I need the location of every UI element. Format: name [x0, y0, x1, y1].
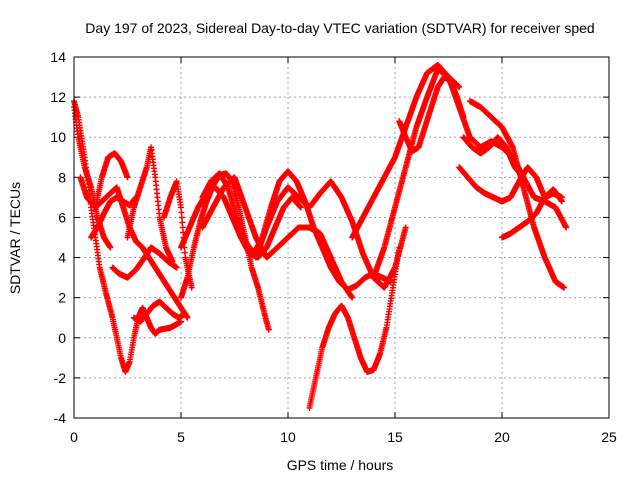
data-point-marker [181, 249, 188, 256]
data-point-marker [182, 310, 189, 317]
data-point-marker [178, 209, 185, 216]
y-tick-label: 12 [50, 89, 66, 105]
y-tick-label: 2 [58, 290, 66, 306]
data-point-marker [402, 224, 409, 231]
y-tick-label: 4 [58, 250, 66, 266]
satellite-track-13 [199, 174, 356, 301]
data-point-marker [563, 224, 570, 231]
satellite-track-22 [499, 186, 565, 241]
y-tick-label: 8 [58, 169, 66, 185]
satellite-track-15 [306, 244, 403, 411]
data-point-marker [169, 258, 176, 265]
satellite-track-14 [252, 178, 409, 291]
data-point-marker [349, 294, 356, 301]
x-axis-label: GPS time / hours [287, 457, 394, 473]
y-tick-label: 10 [50, 129, 66, 145]
x-tick-label: 15 [387, 429, 403, 445]
chart-title: Day 197 of 2023, Sidereal Day-to-day VTE… [85, 20, 594, 36]
y-tick-label: -2 [54, 370, 67, 386]
plot-area [71, 62, 570, 411]
plot-frame [73, 56, 610, 419]
data-point-marker [396, 244, 403, 251]
data-point-marker [124, 174, 131, 181]
data-point-marker [297, 204, 304, 211]
y-tick-label: 0 [58, 330, 66, 346]
y-axis-label: SDTVAR / TECUs [7, 182, 23, 294]
data-point-marker [558, 198, 565, 205]
data-point-marker [107, 244, 114, 251]
data-point-marker [265, 326, 272, 333]
x-tick-label: 10 [280, 429, 296, 445]
satellite-track-18 [396, 74, 467, 155]
satellite-track-8 [130, 298, 189, 325]
satellite-track-6 [109, 244, 180, 281]
y-tick-label: 6 [58, 209, 66, 225]
satellite-track-7 [124, 144, 176, 265]
data-point-marker [184, 314, 191, 321]
x-tick-label: 5 [177, 429, 185, 445]
data-point-marker [460, 114, 467, 121]
data-point-marker [520, 174, 527, 181]
data-point-marker [179, 224, 186, 231]
tick-labels: 0 5 10 15 20 25 -4 -2 0 2 4 6 8 10 12 14 [50, 49, 617, 445]
data-point-marker [178, 318, 184, 325]
data-point-marker [179, 219, 186, 226]
data-point-marker [188, 284, 195, 291]
satellite-track-4 [92, 150, 131, 211]
data-point-marker [173, 264, 180, 271]
data-point-marker [178, 214, 185, 221]
data-point-marker [456, 84, 463, 91]
data-point-marker [178, 204, 184, 211]
satellite-track-21 [460, 134, 527, 181]
y-tick-label: 14 [50, 49, 66, 65]
satellite-track-20 [466, 98, 568, 291]
y-tick-label: -4 [54, 410, 67, 426]
x-tick-label: 20 [494, 429, 510, 445]
data-point-marker [561, 284, 568, 291]
x-tick-label: 0 [70, 429, 78, 445]
x-tick-label: 25 [601, 429, 617, 445]
